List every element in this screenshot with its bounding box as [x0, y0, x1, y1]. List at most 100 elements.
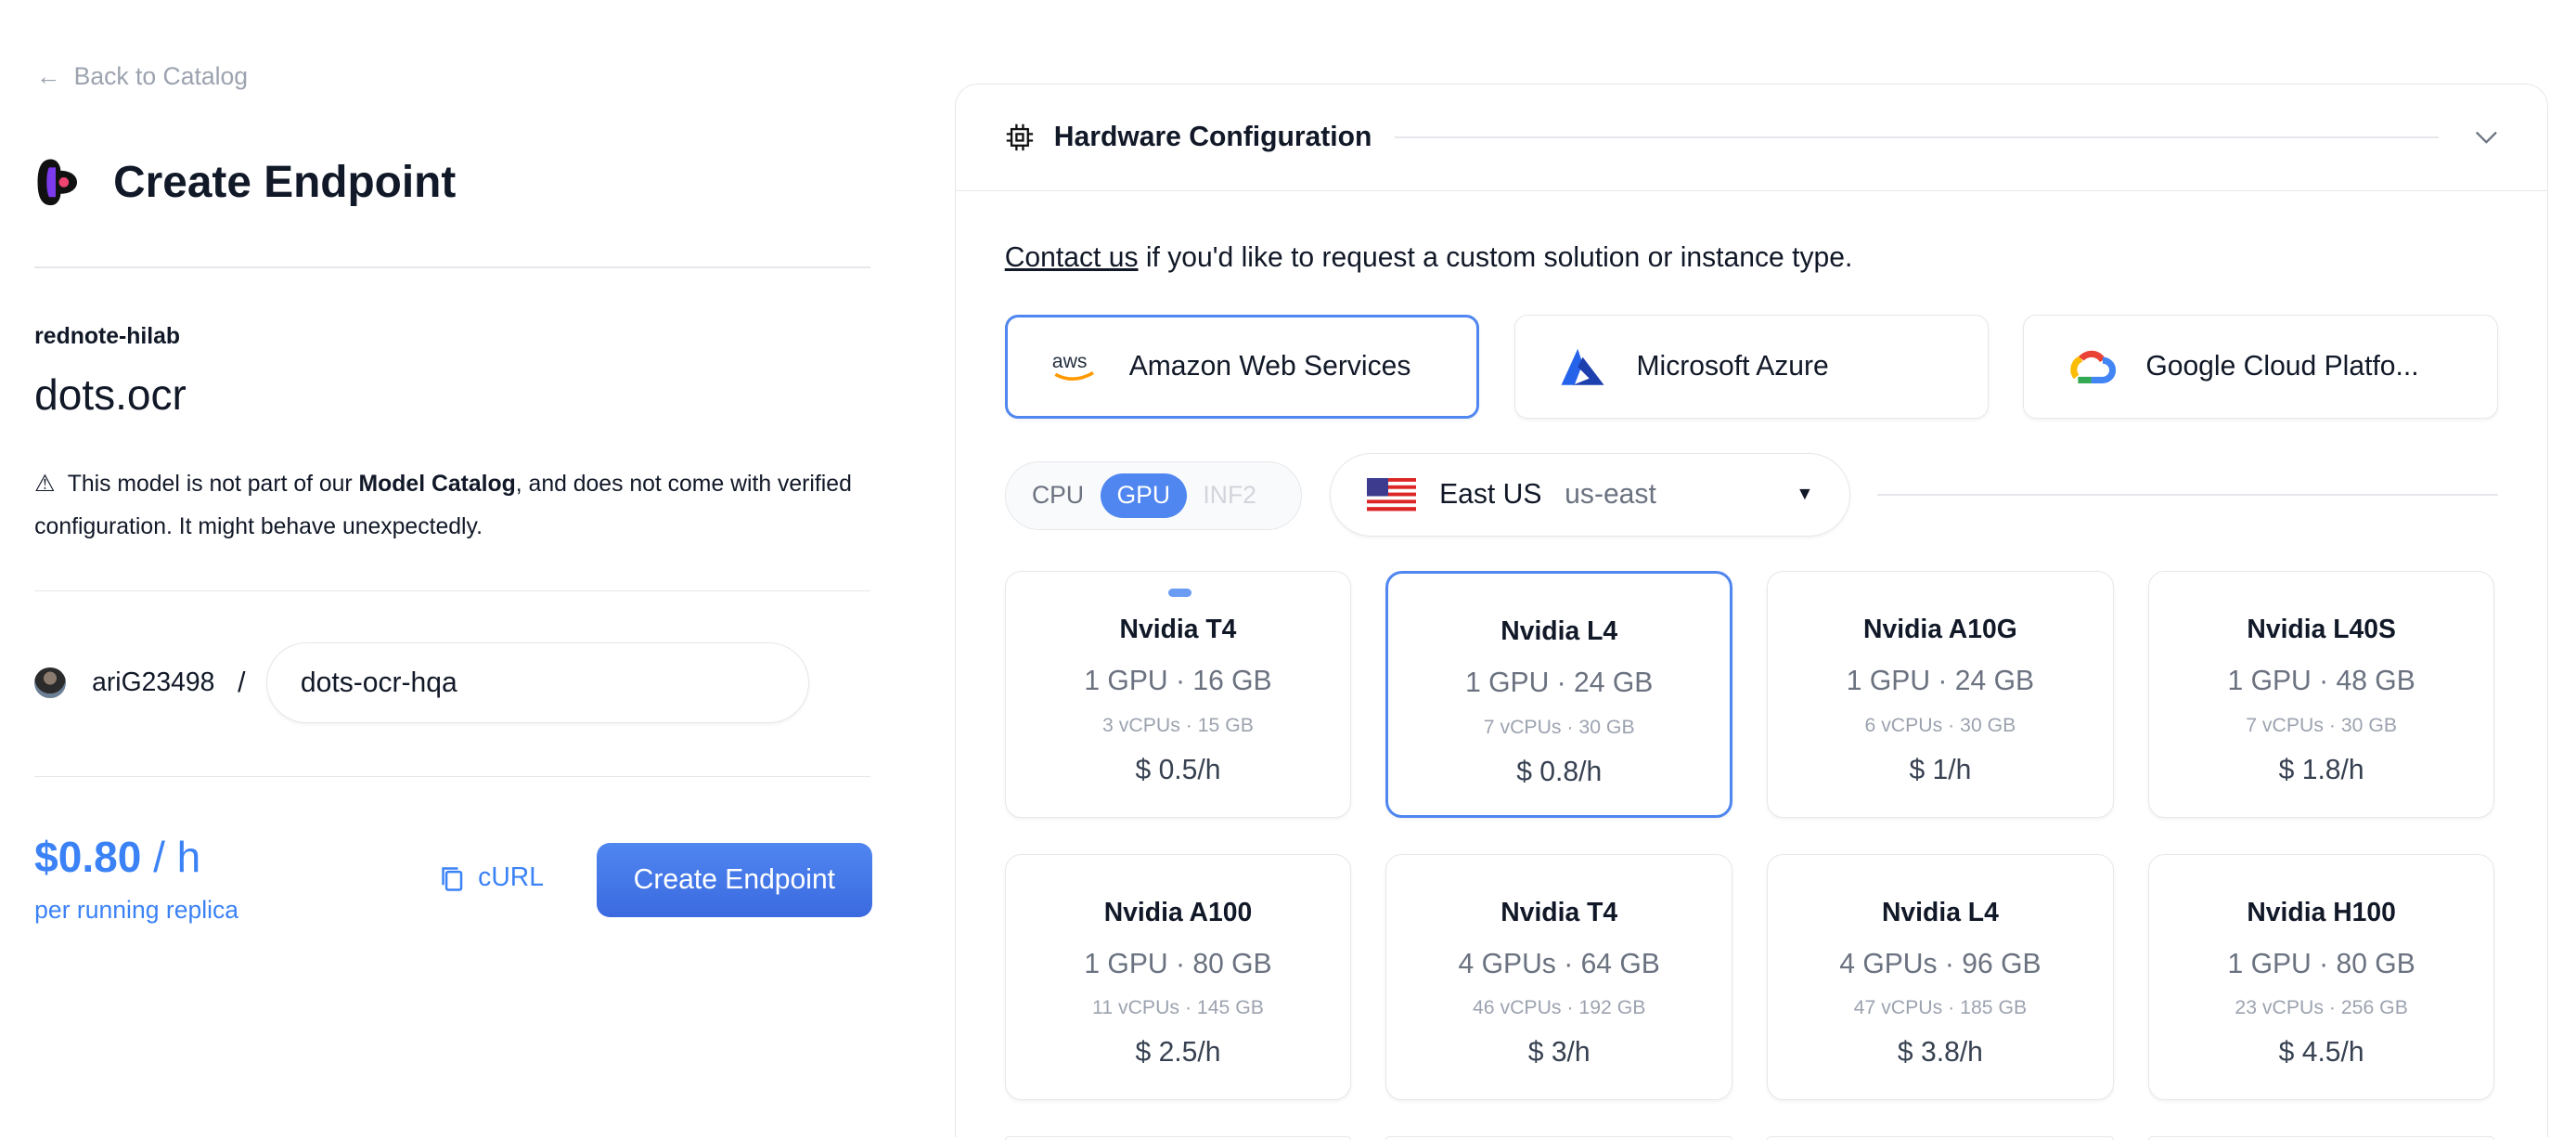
instance-cpu: 7 vCPUs · 30 GB	[1483, 715, 1635, 738]
region-select[interactable]: East US us-east ▼	[1330, 452, 1851, 538]
azure-logo-icon	[1561, 348, 1604, 385]
endpoint-name-row: ariG23498 /	[34, 641, 809, 724]
instance-gpu: 1 GPU · 48 GB	[2227, 666, 2415, 697]
instance-grid: Nvidia T4 1 GPU · 16 GB 3 vCPUs · 15 GB …	[1004, 571, 2495, 1140]
instance-cpu: 23 vCPUs · 256 GB	[2235, 996, 2408, 1019]
provider-aws[interactable]: aws Amazon Web Services	[1004, 315, 1480, 419]
chip-icon	[1006, 124, 1033, 151]
contact-us-link[interactable]: Contact us	[1004, 242, 1139, 274]
instance-cpu: 46 vCPUs · 192 GB	[1472, 996, 1646, 1019]
instance-name: Nvidia L40S	[2247, 615, 2396, 645]
region-code: us-east	[1565, 478, 1656, 510]
endpoint-name-input[interactable]	[266, 642, 809, 723]
curl-label: cURL	[478, 862, 544, 893]
accelerator-gpu[interactable]: GPU	[1100, 473, 1187, 519]
back-to-catalog-link[interactable]: ← Back to Catalog	[36, 62, 248, 91]
instance-gpu: 4 GPUs · 64 GB	[1458, 948, 1660, 979]
copy-icon	[442, 867, 463, 891]
instance-name: Nvidia T4	[1501, 897, 1618, 927]
warning-bold: Model Catalog	[358, 472, 516, 498]
arrow-left-icon: ←	[35, 62, 61, 91]
instance-name: Nvidia T4	[1119, 615, 1237, 645]
instance-gpu: 4 GPUs · 96 GB	[1839, 948, 2041, 979]
caret-down-icon: ▼	[1796, 484, 1814, 505]
instance-price: $ 2.5/h	[1135, 1037, 1221, 1069]
path-separator: /	[238, 667, 246, 698]
provider-label: Amazon Web Services	[1128, 350, 1411, 382]
warning-icon: ⚠	[34, 472, 56, 498]
divider	[34, 775, 871, 778]
price: $0.80 / h	[34, 832, 200, 882]
instance-price: $ 1/h	[1909, 754, 1972, 785]
instance-card[interactable]: Nvidia L4 1 GPU · 24 GB 7 vCPUs · 30 GB …	[1385, 571, 1732, 818]
provider-gcp[interactable]: Google Cloud Platfo...	[2023, 315, 2498, 419]
accelerator-cpu[interactable]: CPU	[1032, 481, 1085, 510]
instance-card-partial[interactable]	[1004, 1136, 1352, 1140]
hardware-configuration-panel: Hardware Configuration Contact us if you…	[954, 84, 2548, 1140]
instance-name: Nvidia L4	[1501, 616, 1618, 647]
model-name: dots.ocr	[34, 370, 187, 420]
provider-label: Google Cloud Platfo...	[2145, 350, 2419, 382]
instance-price: $ 3/h	[1527, 1037, 1591, 1069]
instance-cpu: 3 vCPUs · 15 GB	[1102, 713, 1254, 736]
avatar	[34, 667, 66, 699]
divider	[34, 266, 871, 268]
divider	[34, 589, 871, 592]
instance-name: Nvidia A100	[1103, 897, 1253, 927]
divider	[1876, 494, 2498, 496]
price-note: per running replica	[34, 895, 239, 924]
instance-name: Nvidia H100	[2247, 897, 2396, 927]
us-flag-icon	[1367, 478, 1417, 512]
instance-price: $ 4.5/h	[2278, 1037, 2364, 1069]
instance-price: $ 0.8/h	[1516, 756, 1603, 787]
contact-note: Contact us if you'd like to request a cu…	[1005, 242, 1853, 274]
instance-card[interactable]: Nvidia H100 1 GPU · 80 GB 23 vCPUs · 256…	[2147, 853, 2495, 1101]
instance-price: $ 3.8/h	[1897, 1037, 1983, 1069]
aws-logo-icon: aws	[1051, 352, 1094, 382]
instance-price: $ 1.8/h	[2278, 754, 2364, 785]
page-header: Create Endpoint	[34, 156, 456, 209]
page-title: Create Endpoint	[113, 158, 457, 207]
instance-card[interactable]: Nvidia T4 1 GPU · 16 GB 3 vCPUs · 15 GB …	[1004, 571, 1352, 818]
price-amount: $0.80	[34, 832, 142, 881]
owner-name: ariG23498	[92, 667, 215, 698]
instance-name: Nvidia L4	[1881, 897, 1999, 927]
instance-card-partial[interactable]	[1767, 1136, 2114, 1140]
instance-card[interactable]: Nvidia A10G 1 GPU · 24 GB 6 vCPUs · 30 G…	[1767, 571, 2114, 818]
warning-text-end: , and does not come with verified config…	[34, 472, 852, 540]
instance-card-partial[interactable]	[2147, 1136, 2495, 1140]
instance-gpu: 1 GPU · 24 GB	[1465, 667, 1654, 699]
instance-cpu: 6 vCPUs · 30 GB	[1864, 713, 2016, 736]
back-label: Back to Catalog	[73, 62, 249, 91]
instance-card[interactable]: Nvidia A100 1 GPU · 80 GB 11 vCPUs · 145…	[1004, 853, 1352, 1101]
provider-label: Microsoft Azure	[1636, 350, 1829, 382]
svg-text:aws: aws	[1051, 352, 1087, 373]
accelerator-inf2: INF2	[1203, 481, 1256, 510]
instance-price: $ 0.5/h	[1135, 754, 1221, 785]
divider	[1395, 136, 2440, 139]
model-org: rednote-hilab	[34, 323, 181, 349]
unverified-warning: ⚠ This model is not part of our Model Ca…	[34, 463, 872, 549]
instance-gpu: 1 GPU · 80 GB	[1084, 948, 1272, 979]
instance-card-partial[interactable]	[1385, 1136, 1732, 1140]
chevron-down-icon[interactable]	[2475, 129, 2498, 146]
panel-title: Hardware Configuration	[1053, 122, 1372, 153]
instance-card[interactable]: Nvidia L4 4 GPUs · 96 GB 47 vCPUs · 185 …	[1767, 853, 2114, 1101]
price-unit: / h	[141, 832, 201, 881]
create-endpoint-button[interactable]: Create Endpoint	[596, 843, 873, 917]
instance-gpu: 1 GPU · 24 GB	[1846, 666, 2035, 697]
instance-card[interactable]: Nvidia T4 4 GPUs · 64 GB 46 vCPUs · 192 …	[1385, 853, 1732, 1101]
region-name: East US	[1439, 478, 1542, 510]
warning-text: This model is not part of our	[67, 472, 359, 498]
panel-header[interactable]: Hardware Configuration	[955, 84, 2547, 192]
current-marker	[1167, 589, 1191, 597]
provider-azure[interactable]: Microsoft Azure	[1513, 315, 1990, 419]
instance-cpu: 47 vCPUs · 185 GB	[1853, 996, 2028, 1019]
instance-name: Nvidia A10G	[1863, 615, 2017, 645]
accelerator-toggle: CPU GPU INF2	[1004, 460, 1303, 531]
contact-text: if you'd like to request a custom soluti…	[1138, 242, 1853, 274]
instance-card[interactable]: Nvidia L40S 1 GPU · 48 GB 7 vCPUs · 30 G…	[2147, 571, 2495, 818]
instance-gpu: 1 GPU · 80 GB	[2227, 948, 2415, 979]
curl-button[interactable]: cURL	[440, 862, 544, 893]
